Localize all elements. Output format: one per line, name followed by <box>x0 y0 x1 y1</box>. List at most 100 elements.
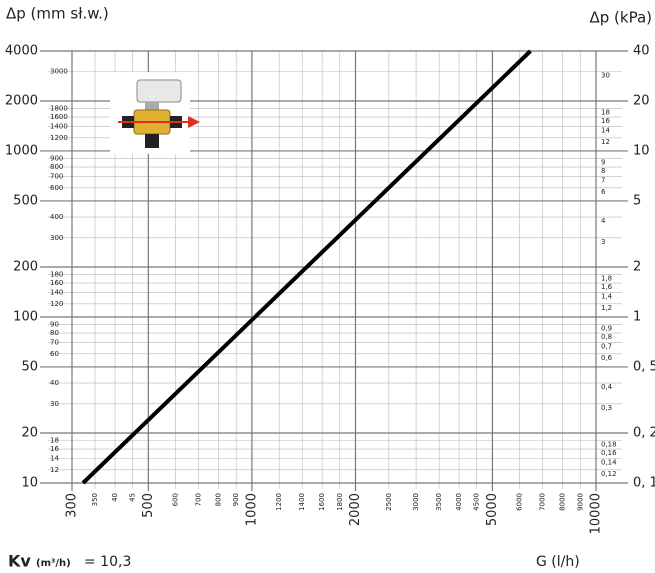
y2-tick-label-minor: 1,4 <box>601 293 613 301</box>
y-tick-label-minor: 1200 <box>50 134 68 142</box>
y-tick-label-minor: 3000 <box>50 68 68 76</box>
y-tick-label-minor: 16 <box>50 445 59 453</box>
y2-tick-label-minor: 4 <box>601 217 606 225</box>
y2-tick-label: 0, 5 <box>633 359 655 374</box>
y-tick-label-minor: 40 <box>50 379 59 387</box>
y-tick-label-minor: 60 <box>50 350 59 358</box>
port-bottom <box>145 134 159 148</box>
y2-tick-label-minor: 0,4 <box>601 383 613 391</box>
y-tick-label: 100 <box>13 309 38 324</box>
y-tick-label: 2000 <box>5 93 38 108</box>
y2-tick-label-minor: 0,7 <box>601 343 612 351</box>
y2-tick-label-minor: 8 <box>601 167 605 175</box>
kv-unit: (m³/h) <box>36 558 71 569</box>
x-tick-label-minor: 4000 <box>455 493 463 511</box>
chart-title: Δp (mm sł.w.) <box>6 5 109 23</box>
y-tick-label-minor: 600 <box>50 184 63 192</box>
y2-tick-label-minor: 3 <box>601 238 605 246</box>
y-tick-label-minor: 140 <box>50 289 63 297</box>
x-tick-label-minor: 700 <box>195 493 203 506</box>
y-tick-label: 10 <box>21 476 38 491</box>
y2-tick-label: 0, 2 <box>633 426 655 441</box>
x-tick-label-minor: 3500 <box>435 493 443 511</box>
y-tick-label: 50 <box>21 359 38 374</box>
y-tick-label-minor: 160 <box>50 279 63 287</box>
y-tick-label-minor: 80 <box>50 329 59 337</box>
y2-tick-label: 5 <box>633 193 641 208</box>
y2-tick-label-minor: 1,8 <box>601 275 612 283</box>
y-tick-label: 20 <box>21 426 38 441</box>
y2-tick-label-minor: 9 <box>601 159 605 167</box>
y-tick-label: 500 <box>13 193 38 208</box>
kv-label: Kv <box>8 552 31 571</box>
y-tick-label-minor: 90 <box>50 321 59 329</box>
x-tick-label: 500 <box>141 493 156 518</box>
x-tick-label-minor: 600 <box>172 493 180 506</box>
y-tick-label-minor: 12 <box>50 466 59 474</box>
y2-tick-label-minor: 0,12 <box>601 470 617 478</box>
chart: Δp (mm sł.w.) Δp (kPa) Kv (m³/h) = 10,3 … <box>0 0 655 573</box>
x-tick-label-minor: 1600 <box>318 493 326 511</box>
x-tick-label: 5000 <box>485 493 500 526</box>
valve-icon <box>110 72 200 154</box>
y-tick-label: 1000 <box>5 143 38 158</box>
x-tick-label-minor: 8000 <box>559 493 567 511</box>
x-tick-label-minor: 45 <box>129 493 137 502</box>
x-tick-label-minor: 1800 <box>336 493 344 511</box>
x-tick-label-minor: 4500 <box>473 493 481 511</box>
y-tick-label: 4000 <box>5 44 38 59</box>
y-tick-label: 200 <box>13 260 38 275</box>
y-tick-label-minor: 70 <box>50 339 59 347</box>
actuator <box>137 80 181 102</box>
x-tick-label-minor: 9000 <box>576 493 584 511</box>
y2-tick-label-minor: 0,14 <box>601 459 617 467</box>
y-tick-label-minor: 1400 <box>50 123 68 131</box>
y-tick-label-minor: 120 <box>50 300 63 308</box>
y2-tick-label-minor: 0,16 <box>601 449 617 457</box>
x-tick-label-minor: 7000 <box>539 493 547 511</box>
y2-tick-label: 40 <box>633 44 650 59</box>
y-tick-label-minor: 14 <box>50 455 59 463</box>
y-tick-label-minor: 18 <box>50 437 59 445</box>
x-tick-label: 10000 <box>589 493 604 534</box>
y2-tick-label-minor: 0,18 <box>601 441 617 449</box>
y2-tick-label-minor: 7 <box>601 177 605 185</box>
y-tick-label-minor: 1800 <box>50 105 68 113</box>
y2-tick-label-minor: 6 <box>601 188 606 196</box>
x-tick-label-minor: 900 <box>232 493 240 506</box>
y-tick-label-minor: 180 <box>50 271 63 279</box>
x-tick-label-minor: 800 <box>215 493 223 506</box>
y2-tick-label: 20 <box>633 93 650 108</box>
y2-tick-label-minor: 1,2 <box>601 304 612 312</box>
y2-tick-label-minor: 12 <box>601 138 610 146</box>
y2-tick-label-minor: 14 <box>601 127 610 135</box>
y2-tick-label: 2 <box>633 260 641 275</box>
x-tick-label: 1000 <box>244 493 259 526</box>
y-tick-label-minor: 400 <box>50 213 63 221</box>
background <box>0 0 655 573</box>
x-tick-label-minor: 350 <box>91 493 99 506</box>
y2-title: Δp (kPa) <box>589 9 652 27</box>
y2-tick-label: 0, 1 <box>633 476 655 491</box>
y2-tick-label-minor: 0,6 <box>601 354 613 362</box>
y2-tick-label: 10 <box>633 143 650 158</box>
y-tick-label-minor: 900 <box>50 155 63 163</box>
y-tick-label-minor: 800 <box>50 163 63 171</box>
y2-tick-label-minor: 1,6 <box>601 283 613 291</box>
x-tick-label-minor: 3000 <box>412 493 420 511</box>
x-tick-label: 2000 <box>348 493 363 526</box>
stem <box>145 102 159 110</box>
y-tick-label-minor: 30 <box>50 400 59 408</box>
kv-text: = 10,3 <box>84 554 131 570</box>
x-tick-label-minor: 1200 <box>275 493 283 511</box>
y2-tick-label: 1 <box>633 309 641 324</box>
x-tick-label-minor: 40 <box>111 493 119 502</box>
y2-tick-label-minor: 18 <box>601 109 610 117</box>
y2-tick-label-minor: 0,9 <box>601 325 612 333</box>
x-tick-label-minor: 2500 <box>385 493 393 511</box>
y2-tick-label-minor: 30 <box>601 72 610 80</box>
y-tick-label-minor: 300 <box>50 234 63 242</box>
y2-tick-label-minor: 0,3 <box>601 404 612 412</box>
y2-tick-label-minor: 16 <box>601 117 610 125</box>
y-tick-label-minor: 700 <box>50 173 63 181</box>
